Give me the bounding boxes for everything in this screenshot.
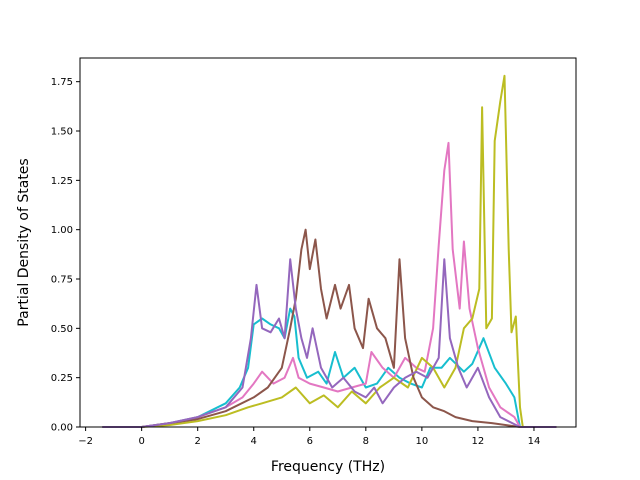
x-tick-label: 10	[416, 436, 429, 447]
x-tick-label: 0	[138, 436, 144, 447]
series-line-2	[102, 74, 557, 428]
y-tick-label: 1.00	[51, 225, 73, 236]
y-tick-label: 0.00	[51, 423, 73, 434]
y-tick-label: 0.75	[51, 275, 73, 286]
series-group	[102, 74, 557, 428]
y-axis: 0.00 0.25 0.50 0.75 1.00 1.25 1.50 1.75	[51, 77, 80, 434]
y-tick-label: 1.75	[51, 77, 73, 88]
x-tick-label: 6	[307, 436, 313, 447]
series-line-0	[102, 307, 557, 428]
x-axis: −2 0 2 4 6 8 10 12 14	[78, 427, 540, 447]
y-tick-label: 0.50	[51, 324, 73, 335]
x-tick-label: 8	[363, 436, 369, 447]
x-tick-label: 12	[472, 436, 485, 447]
series-line-3	[102, 228, 557, 428]
x-tick-label: 14	[528, 436, 541, 447]
y-tick-label: 0.25	[51, 373, 73, 384]
y-axis-title: Partial Density of States	[16, 158, 32, 326]
series-line-4	[102, 258, 557, 428]
x-axis-title: Frequency (THz)	[271, 459, 385, 475]
x-tick-label: 4	[251, 436, 257, 447]
y-tick-label: 1.50	[51, 127, 73, 138]
plot-frame	[79, 57, 577, 428]
series-line-1	[102, 141, 557, 428]
y-tick-label: 1.25	[51, 176, 73, 187]
x-tick-label: −2	[78, 436, 93, 447]
x-tick-label: 2	[195, 436, 201, 447]
